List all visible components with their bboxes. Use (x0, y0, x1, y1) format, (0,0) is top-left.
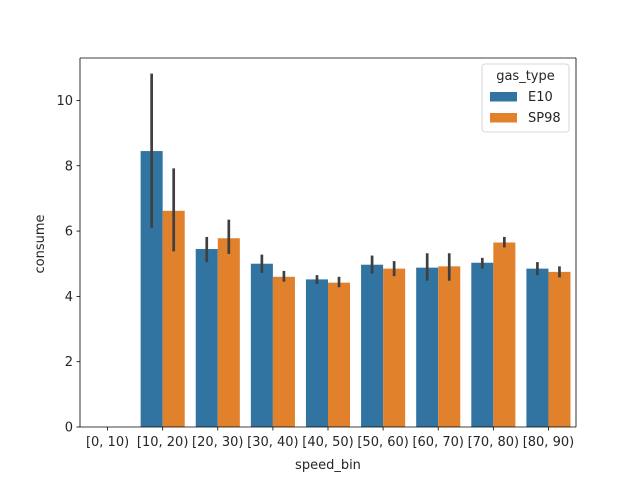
x-tick-label: [10, 20) (137, 435, 189, 450)
x-tick-label: [30, 40) (247, 435, 299, 450)
legend-swatch-sp98 (490, 113, 517, 123)
bar-e10 (140, 151, 163, 427)
bar-sp98 (272, 276, 295, 427)
y-tick-label: 0 (65, 421, 73, 436)
y-tick-label: 4 (65, 290, 73, 305)
y-tick-label: 8 (65, 159, 73, 174)
x-tick-label: [70, 80) (468, 435, 520, 450)
bar-e10 (471, 262, 494, 427)
bar-sp98 (217, 238, 240, 427)
bar-e10 (195, 249, 218, 427)
x-tick-label: [80, 90) (523, 435, 575, 450)
bar-e10 (361, 264, 384, 427)
legend-label-sp98: SP98 (528, 111, 561, 126)
bar-sp98 (493, 242, 516, 427)
y-tick-label: 6 (65, 225, 73, 240)
axes: 0 2 4 6 8 10 [0, 10) [10, 20) [20, 30) [30, 40) [4… (56, 57, 577, 450)
plot-area (140, 73, 571, 427)
bar-e10 (526, 268, 549, 427)
y-axis-label: consume (33, 214, 48, 273)
bar-e10 (250, 263, 273, 427)
legend-title: gas_type (496, 69, 555, 84)
bar-sp98 (383, 268, 406, 427)
bar-e10 (305, 279, 328, 427)
bar-sp98 (162, 210, 185, 427)
y-tick-label: 10 (56, 94, 73, 109)
x-tick-label: [60, 70) (412, 435, 464, 450)
y-tick-label: 2 (65, 355, 73, 370)
bar-sp98 (328, 282, 351, 427)
legend-label-e10: E10 (528, 90, 553, 105)
x-tick-label: [20, 30) (192, 435, 244, 450)
x-tick-label: [50, 60) (357, 435, 409, 450)
x-tick-label: [40, 50) (302, 435, 354, 450)
legend: gas_type E10 SP98 (481, 63, 570, 133)
bar-sp98 (438, 266, 461, 427)
x-axis-label: speed_bin (295, 458, 361, 473)
legend-swatch-e10 (490, 92, 517, 102)
bar-sp98 (548, 271, 571, 427)
bar-e10 (416, 267, 439, 427)
x-tick-label: [0, 10) (86, 435, 129, 450)
